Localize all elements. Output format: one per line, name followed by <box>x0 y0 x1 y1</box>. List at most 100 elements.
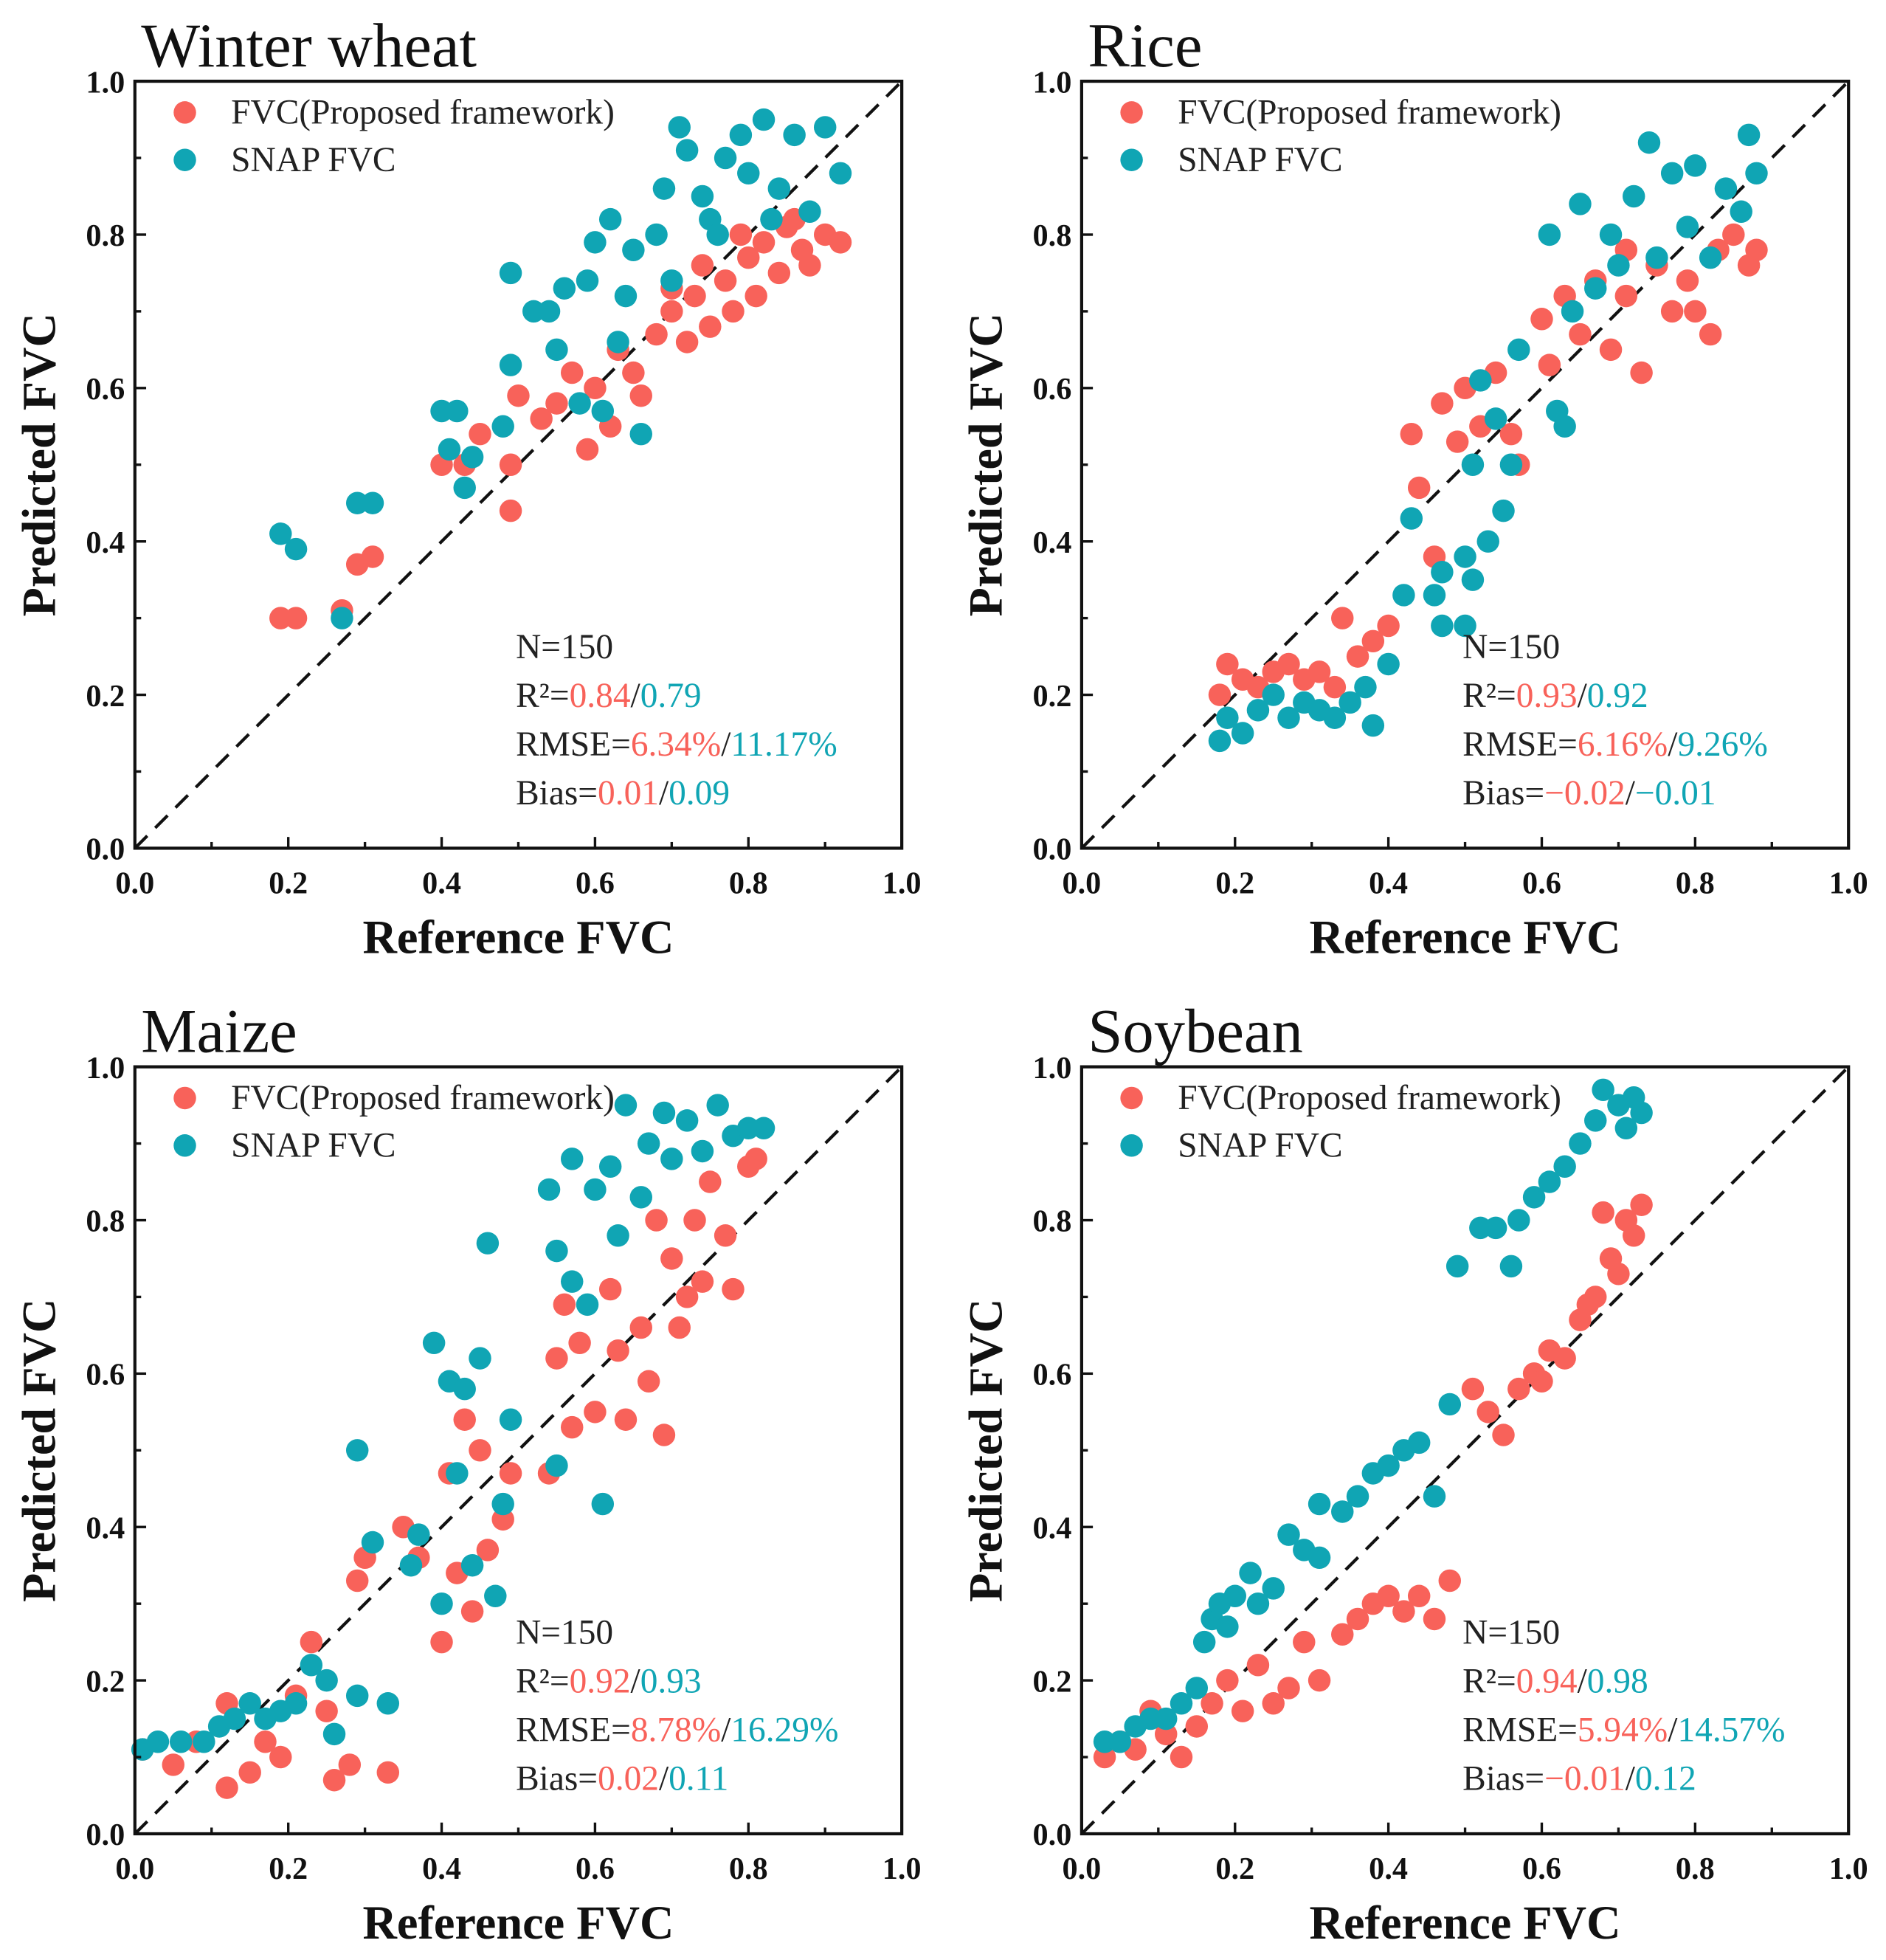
data-point <box>1377 614 1400 638</box>
data-point <box>1239 1562 1262 1584</box>
data-point <box>1630 1193 1653 1216</box>
stat-rmse: RMSE=5.94%/14.57% <box>1462 1711 1785 1750</box>
data-point <box>1431 392 1454 415</box>
data-point <box>1607 254 1630 277</box>
stat-r2-proposed: 0.84 <box>570 677 631 715</box>
data-point <box>376 1761 400 1784</box>
data-point <box>1170 1692 1193 1715</box>
y-axis-label: Predicted FVC <box>960 313 1012 616</box>
data-point <box>469 422 491 446</box>
data-point <box>331 607 353 629</box>
data-point <box>1323 675 1347 699</box>
stat-bias: Bias=0.02/0.11 <box>516 1760 728 1798</box>
legend-label: SNAP FVC <box>231 141 395 179</box>
data-point <box>607 331 629 353</box>
data-point <box>1660 162 1684 185</box>
data-point <box>645 322 668 346</box>
data-point <box>591 399 615 423</box>
data-point <box>1607 1263 1630 1286</box>
stat-r2-snap: 0.79 <box>640 677 702 715</box>
legend-marker <box>173 1134 196 1157</box>
data-point <box>438 438 461 461</box>
panel-maize: Maize 0.00.0 0.2 0.2 0.4 0.4 0.6 0.6 0.8 0.8 1.0 1.… <box>13 997 921 1949</box>
x-tick-label: 0.8 <box>1676 866 1715 900</box>
y-tick-label: 1.0 <box>86 1051 125 1086</box>
y-tick-label: 0.0 <box>86 832 125 867</box>
data-point <box>1331 1623 1354 1646</box>
y-tick-label: 0.0 <box>1032 1818 1071 1852</box>
data-point <box>1684 300 1707 323</box>
data-point <box>1216 706 1239 729</box>
data-point <box>499 1408 522 1431</box>
data-point <box>598 1277 622 1301</box>
x-tick-label: 0.4 <box>1369 866 1408 900</box>
data-point <box>1377 1584 1400 1608</box>
data-point <box>1308 1492 1331 1516</box>
legend-label: SNAP FVC <box>1178 141 1342 179</box>
stat-r2: R²=0.93/0.92 <box>1462 677 1648 715</box>
data-point <box>714 1224 737 1247</box>
stat-r2: R²=0.94/0.98 <box>1462 1663 1648 1701</box>
stat-bias-snap: 0.11 <box>669 1760 728 1798</box>
data-point <box>1476 1401 1499 1424</box>
data-point <box>1438 1393 1462 1416</box>
data-point <box>1246 699 1270 722</box>
legend-marker <box>173 1086 196 1110</box>
data-point <box>1400 507 1423 530</box>
one-to-one-line <box>1080 80 1850 849</box>
data-point <box>1308 1546 1331 1570</box>
data-point <box>745 1148 767 1170</box>
data-point <box>460 1553 484 1577</box>
data-point <box>491 415 514 438</box>
stat-rmse-snap: 16.29% <box>730 1711 838 1750</box>
data-point <box>699 315 722 338</box>
y-tick-label: 0.8 <box>86 1204 125 1239</box>
stat-n: N=150 <box>1462 1614 1560 1652</box>
data-point <box>345 1439 369 1462</box>
stat-rmse-snap: 9.26% <box>1677 725 1767 764</box>
stat-rmse-label: RMSE= <box>516 1711 631 1750</box>
data-point <box>1185 1677 1209 1700</box>
data-point <box>629 1316 653 1339</box>
data-point <box>568 392 591 415</box>
data-point <box>1484 407 1507 430</box>
data-point <box>1622 184 1645 208</box>
y-tick-label: 0.6 <box>86 1358 125 1393</box>
x-tick-label: 0.8 <box>1676 1852 1715 1886</box>
data-point <box>1584 277 1607 300</box>
data-point <box>1599 223 1623 246</box>
data-point <box>1201 1692 1223 1715</box>
stat-rmse-proposed: 8.78% <box>631 1711 721 1750</box>
data-point <box>162 1753 185 1776</box>
stat-r2: R²=0.92/0.93 <box>516 1663 702 1701</box>
stat-separator: / <box>721 1711 731 1750</box>
data-point <box>1192 1630 1216 1654</box>
data-point <box>752 231 776 254</box>
y-tick-label: 1.0 <box>1032 65 1071 100</box>
data-point <box>576 438 599 461</box>
data-point <box>1223 1584 1246 1608</box>
panel-soybean: Soybean 0.00.0 0.2 0.2 0.4 0.4 0.6 0.6 0.8 0.8 1.0… <box>960 997 1868 1949</box>
data-point <box>737 246 760 269</box>
data-point <box>284 607 308 629</box>
data-point <box>683 1209 706 1232</box>
data-point <box>446 399 469 423</box>
data-point <box>660 1247 683 1270</box>
legend-label: FVC(Proposed framework) <box>1178 1079 1561 1117</box>
data-point <box>453 1408 476 1431</box>
x-tick-label: 1.0 <box>882 1852 922 1886</box>
data-point <box>1216 1669 1239 1692</box>
x-tick-label: 0.0 <box>1062 1852 1101 1886</box>
y-tick-label: 0.4 <box>86 1511 125 1545</box>
data-point <box>584 231 607 254</box>
stat-r2-proposed: 0.93 <box>1516 677 1578 715</box>
stat-separator: / <box>631 677 641 715</box>
data-point <box>322 1722 346 1746</box>
data-point <box>545 1347 568 1370</box>
data-point <box>699 1170 722 1193</box>
data-point <box>407 1523 430 1546</box>
stat-r2-proposed: 0.92 <box>570 1663 631 1701</box>
stat-bias-label: Bias= <box>1462 774 1544 812</box>
stat-rmse-label: RMSE= <box>1462 1711 1578 1750</box>
data-point <box>1108 1730 1132 1753</box>
